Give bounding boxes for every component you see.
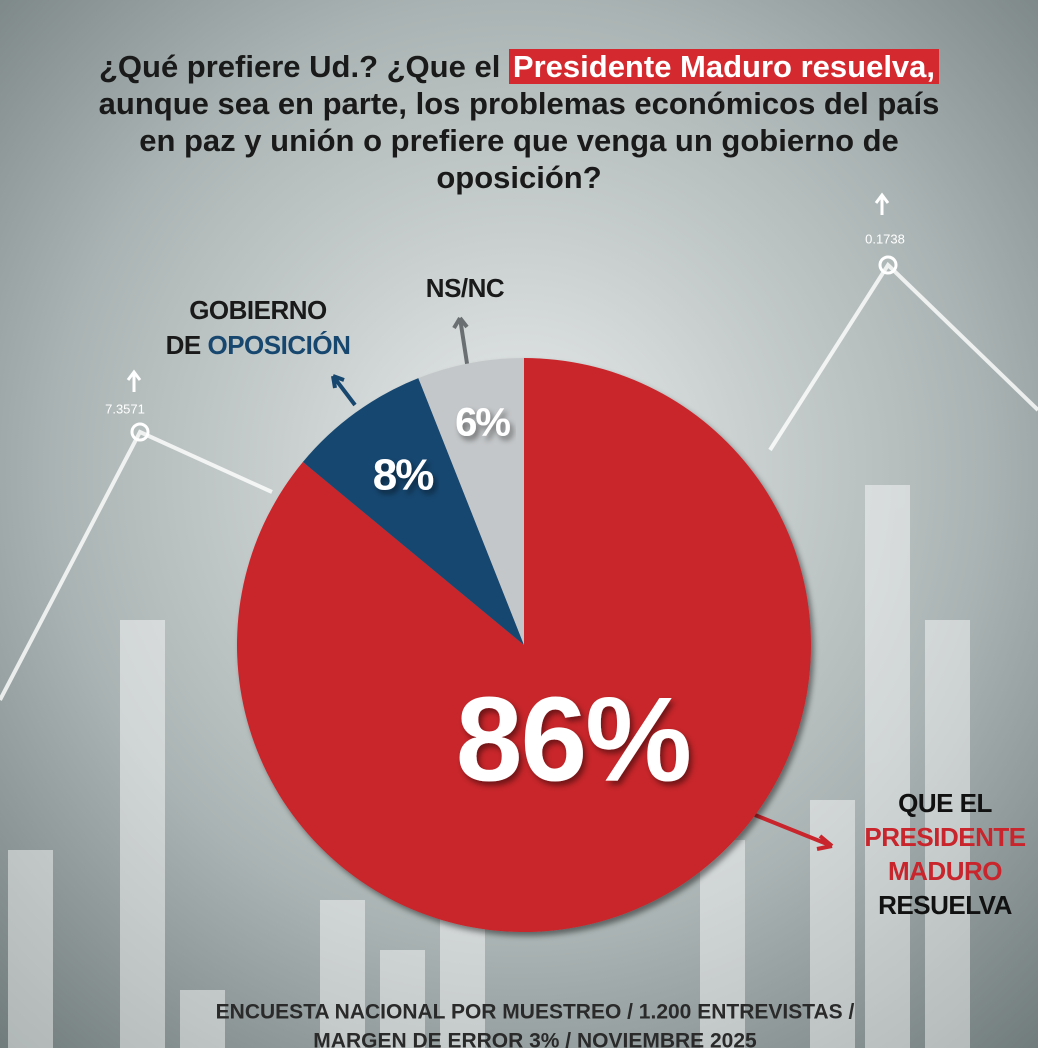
category-label: DE OPOSICIÓN [166,330,351,360]
title-text: aunque sea en parte, los problemas econó… [98,86,940,121]
category-label: MADURO [888,856,1002,886]
category-label-part: PRESIDENTE [864,822,1025,852]
footer: MARGEN DE ERROR 3% / NOVIEMBRE 2025 [313,1030,757,1048]
pointer-arrow [331,374,357,407]
decor-line [768,261,1038,452]
title-highlight: Presidente Maduro resuelva, [508,49,940,84]
title-text: oposición? [436,160,602,195]
pointer-arrow [754,813,834,851]
decor-label: 7.3571 [105,401,145,416]
value-label: 6% [455,401,510,445]
category-label: PRESIDENTE [864,822,1025,852]
category-label: QUE EL [898,788,992,818]
pie-slice [302,378,524,645]
title-line: en paz y unión o prefiere que venga un g… [0,122,1038,159]
decor-arrow [874,192,890,215]
category-label-part: GOBIERNO [189,295,327,325]
value-label: 86% [456,673,690,807]
category-label-part: NS/NC [426,273,505,303]
pie [236,358,812,932]
title-text: en paz y unión o prefiere que venga un g… [139,123,899,158]
title-line: aunque sea en parte, los problemas econó… [0,85,1038,122]
title-text: ¿Qué prefiere Ud.? ¿Que el [98,49,509,84]
title: ¿Qué prefiere Ud.? ¿Que el Presidente Ma… [0,48,1038,196]
decor-bars [8,485,970,1048]
category-label: GOBIERNO [189,295,327,325]
decor-dot [878,255,898,275]
category-label-part: RESUELVA [878,890,1012,920]
pie-slice [418,358,524,645]
title-line: oposición? [0,159,1038,196]
category-label-part: MADURO [888,856,1002,886]
category-label-part: OPOSICIÓN [207,330,350,360]
category-label-part: DE [166,330,208,360]
value-label: 8% [373,450,433,499]
decor-line [0,429,273,701]
category-label: NS/NC [426,273,505,303]
decor-arrow [126,369,142,392]
footer: ENCUESTA NACIONAL POR MUESTREO / 1.200 E… [216,1001,855,1024]
title-line: ¿Qué prefiere Ud.? ¿Que el Presidente Ma… [0,48,1038,85]
category-label: RESUELVA [878,890,1012,920]
decor-label: 0.1738 [865,231,905,246]
decor-dot [130,422,150,442]
pointer-arrow [452,316,470,371]
category-label-part: QUE EL [898,788,992,818]
